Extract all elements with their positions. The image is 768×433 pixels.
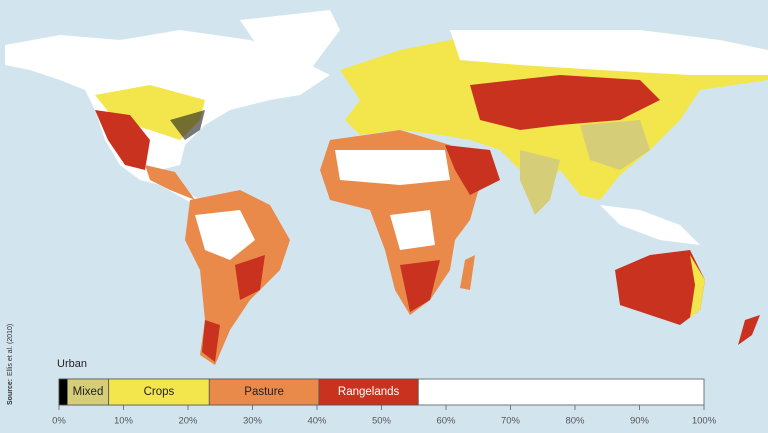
bar-segment <box>108 378 210 406</box>
x-tick-label: 30% <box>243 416 263 427</box>
x-tick-label: 100% <box>692 416 717 427</box>
x-tick-label: 70% <box>501 416 521 427</box>
north-america-urban <box>170 110 205 140</box>
x-tick-label: 20% <box>178 416 198 427</box>
madagascar <box>460 255 475 290</box>
arabia <box>445 145 500 195</box>
australia-east <box>690 255 705 318</box>
x-tick-label: 80% <box>565 416 585 427</box>
southern-africa <box>400 260 440 312</box>
x-tick-label: 90% <box>630 416 650 427</box>
central-america <box>145 165 195 200</box>
segment-label: Pasture <box>244 386 284 398</box>
x-tick-label: 10% <box>114 416 134 427</box>
new-zealand <box>738 315 760 345</box>
segment-label: Urban <box>57 358 87 370</box>
congo <box>390 210 435 250</box>
east-asia <box>580 120 650 170</box>
southeast-asia-islands <box>600 205 700 245</box>
x-tick-label: 40% <box>307 416 327 427</box>
segment-label: Crops <box>144 386 175 398</box>
south-america-rangelands <box>235 255 265 300</box>
amazon <box>195 210 255 260</box>
australia <box>615 250 705 325</box>
x-tick-label: 50% <box>372 416 392 427</box>
patagonia <box>202 320 220 362</box>
x-tick-label: 0% <box>52 416 66 427</box>
sahara <box>335 150 450 185</box>
bar-segment <box>208 378 320 406</box>
central-asia <box>470 75 660 130</box>
india <box>520 150 560 215</box>
bar-segment <box>318 378 419 406</box>
world-map <box>5 10 768 365</box>
x-tick-label: 60% <box>436 416 456 427</box>
source-label: Source: <box>7 379 14 405</box>
bar-segment <box>58 378 68 406</box>
segment-label: Rangelands <box>338 386 400 398</box>
segment-label: Mixed <box>73 386 104 398</box>
greenland <box>240 10 340 75</box>
source-note: Source: Ellis et al. (2010) <box>7 324 14 405</box>
north-america-rangelands <box>95 110 150 170</box>
source-text: Ellis et al. (2010) <box>7 324 14 376</box>
siberia <box>450 30 768 75</box>
bar-segment <box>66 378 110 406</box>
